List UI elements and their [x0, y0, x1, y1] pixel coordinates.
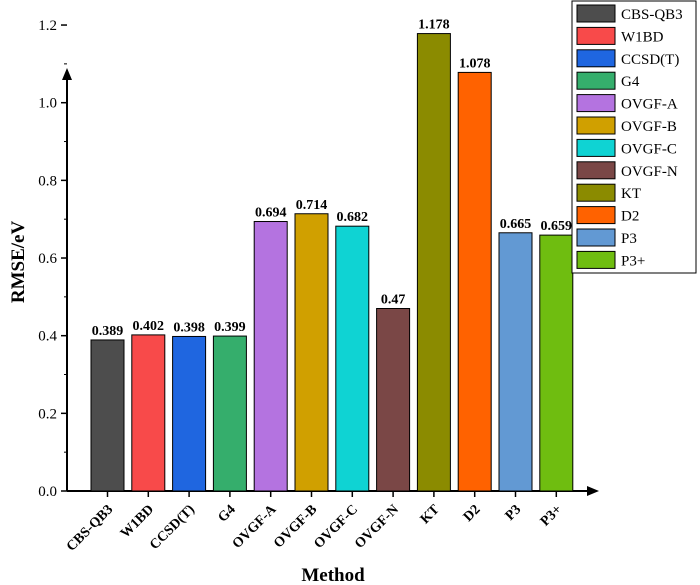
bar-d2	[457, 71, 492, 492]
x-tick-label: W1BD	[118, 502, 157, 541]
legend-label: W1BD	[621, 29, 664, 45]
x-tick-label: P3+	[538, 502, 565, 529]
y-tick-label: 0.8	[38, 173, 57, 189]
y-tick-label: 0.2	[38, 406, 57, 422]
legend-label: CBS-QB3	[621, 7, 683, 23]
value-label: 1.078	[459, 56, 491, 71]
bar-ovgf-n	[376, 307, 411, 492]
value-label: 0.682	[337, 210, 369, 225]
x-tick-label: P3	[503, 502, 525, 524]
bar-p3plus	[539, 234, 574, 492]
legend-swatch	[576, 250, 616, 269]
x-tick-label: D2	[461, 502, 484, 525]
y-tick-label: 0.6	[38, 251, 57, 267]
legend-label: G4	[621, 74, 640, 90]
legend-swatch	[576, 71, 616, 90]
x-tick-label: OVGF-C	[311, 502, 361, 552]
legend: CBS-QB3 W1BD CCSD(T) G4 OVGF-A OVGF-B OVGF-C OV…	[571, 0, 697, 274]
legend-label: D2	[621, 209, 639, 225]
bar-p3	[498, 232, 533, 492]
legend-swatch	[576, 206, 616, 225]
y-tick-label: 0.0	[38, 484, 57, 500]
legend-label: P3+	[621, 253, 645, 269]
x-tick-label: OVGF-A	[230, 502, 280, 552]
bar-g4	[212, 335, 247, 492]
legend-label: OVGF-C	[621, 141, 677, 157]
value-label: 0.402	[133, 319, 165, 334]
x-tick-label: KT	[418, 502, 443, 527]
legend-swatch	[576, 183, 616, 202]
value-label: 0.389	[92, 324, 124, 339]
legend-swatch	[576, 26, 616, 45]
legend-swatch	[576, 228, 616, 247]
value-label: 0.47	[381, 292, 406, 307]
value-labels-group: 0.389 0.402 0.398 0.399 0.694 0.714 0.682 0.47 1…	[92, 18, 572, 339]
value-label: 0.398	[173, 320, 205, 335]
y-axis: 0.0 0.2 0.4 0.6 0.8 1.0 1.2	[38, 18, 72, 500]
legend-swatch	[576, 94, 616, 113]
bar-ovgf-c	[335, 225, 370, 492]
y-tick-label: 1.0	[38, 96, 57, 112]
bars-group	[90, 33, 574, 492]
legend-swatch	[576, 116, 616, 135]
legend-swatch	[576, 4, 616, 23]
x-tick-label: CBS-QB3	[64, 502, 116, 554]
bar-w1bd	[131, 334, 166, 492]
legend-label: CCSD(T)	[621, 52, 679, 68]
legend-label: OVGF-B	[621, 119, 677, 135]
x-axis-title: Method	[301, 565, 365, 585]
y-axis-title: RMSE/eV	[8, 221, 29, 304]
x-tick-label: CCSD(T)	[147, 502, 198, 553]
value-label: 0.694	[255, 206, 287, 221]
value-label: 0.714	[296, 198, 328, 213]
legend-label: OVGF-A	[621, 97, 678, 113]
x-tick-label: OVGF-N	[352, 502, 402, 552]
y-tick-label: 1.2	[38, 18, 57, 34]
legend-swatch	[576, 161, 616, 180]
legend-swatch	[576, 138, 616, 157]
value-label: 0.665	[500, 217, 532, 232]
bar-kt	[416, 33, 451, 492]
value-label: 0.399	[214, 320, 246, 335]
y-axis-arrow	[62, 68, 72, 80]
legend-box	[571, 0, 697, 274]
legend-label: OVGF-N	[621, 164, 678, 180]
y-tick-label: 0.4	[38, 329, 57, 345]
bar-cbs-qb3	[90, 339, 125, 492]
value-label: 1.178	[418, 18, 450, 33]
legend-label: KT	[621, 186, 641, 202]
x-axis-arrow	[587, 486, 599, 496]
legend-label: P3	[621, 231, 637, 247]
x-tick-label: G4	[215, 502, 238, 525]
bar-ovgf-a	[253, 221, 288, 492]
legend-swatch	[576, 49, 616, 68]
bar-ovgf-b	[294, 213, 329, 492]
bar-ccsd-t	[172, 335, 207, 492]
value-label: 0.659	[541, 219, 573, 234]
